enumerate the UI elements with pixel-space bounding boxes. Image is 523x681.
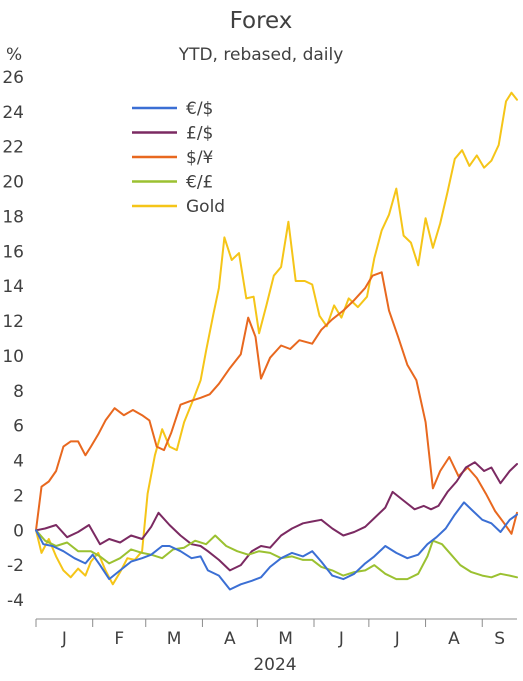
legend-label: $/¥ — [186, 148, 214, 168]
legend-label: £/$ — [186, 124, 213, 144]
y-tick-label: 8 — [13, 382, 24, 402]
y-tick-label: 22 — [2, 138, 24, 158]
legend-label: €/$ — [186, 99, 213, 119]
y-axis-unit: % — [6, 45, 22, 65]
x-tick-label: J — [61, 629, 67, 649]
series-line — [35, 91, 518, 586]
y-tick-label: 26 — [2, 68, 24, 88]
y-tick-label: 6 — [13, 417, 24, 437]
chart-title: Forex — [230, 8, 293, 34]
y-tick-label: -4 — [7, 591, 24, 611]
y-tick-label: -2 — [7, 556, 24, 576]
series-line — [35, 461, 518, 572]
x-tick-label: S — [494, 629, 505, 649]
x-tick-label: A — [224, 629, 236, 649]
y-tick-label: 2 — [13, 486, 24, 506]
x-tick-label: F — [114, 629, 124, 649]
y-tick-label: 0 — [13, 521, 24, 541]
x-tick-label: J — [394, 629, 400, 649]
x-tick-label: M — [278, 629, 293, 649]
series-lines — [35, 91, 518, 591]
legend-label: €/£ — [186, 173, 213, 193]
x-tick-label: J — [338, 629, 344, 649]
series-line — [35, 271, 518, 535]
y-tick-label: 10 — [2, 347, 24, 367]
y-tick-label: 24 — [2, 103, 24, 123]
series-line — [35, 529, 518, 581]
x-tick-label: A — [448, 629, 460, 649]
legend-label: Gold — [186, 197, 225, 217]
x-axis-year: 2024 — [253, 655, 296, 675]
y-tick-label: 20 — [2, 173, 24, 193]
y-tick-label: 12 — [2, 312, 24, 332]
y-tick-label: 16 — [2, 242, 24, 262]
y-tick-label: 4 — [13, 452, 24, 472]
series-line — [35, 501, 518, 591]
y-tick-label: 18 — [2, 207, 24, 227]
legend: €/$ £/$ $/¥ €/£ Gold — [132, 99, 225, 217]
x-tick-label: M — [167, 629, 182, 649]
y-tick-label: 14 — [2, 277, 24, 297]
chart-subtitle: YTD, rebased, daily — [178, 45, 344, 65]
